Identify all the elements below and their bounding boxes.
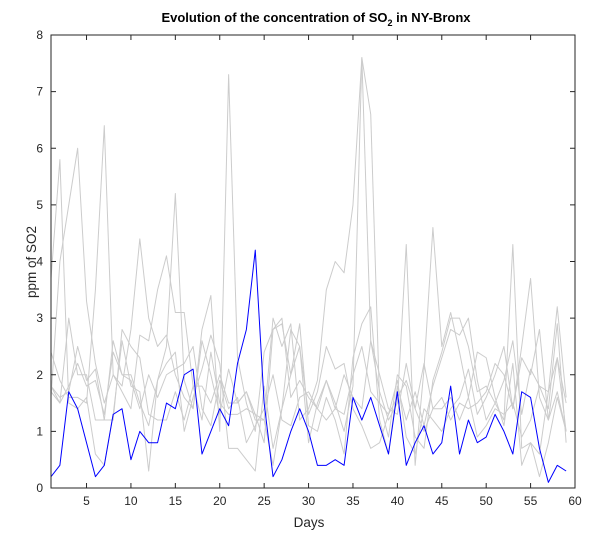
y-tick-label: 6 [36, 141, 43, 155]
series-line-3 [50, 57, 567, 466]
y-tick-label: 1 [36, 424, 43, 438]
y-tick-label: 0 [36, 481, 43, 495]
plot-frame [50, 34, 576, 489]
series-layer [50, 57, 567, 483]
y-tick-label: 5 [36, 198, 43, 212]
series-line-4 [50, 277, 567, 472]
x-tick-label: 60 [568, 494, 582, 508]
y-tick-label: 8 [36, 28, 43, 42]
series-line-1 [50, 57, 567, 478]
series-line-6 [50, 323, 567, 444]
x-tick-label: 25 [257, 494, 271, 508]
y-tick-label: 4 [36, 255, 43, 269]
y-tick-label: 2 [36, 368, 43, 382]
x-tick-label: 40 [391, 494, 405, 508]
series-line-5 [50, 306, 567, 455]
x-tick-label: 45 [435, 494, 449, 508]
chart-title: Evolution of the concentration of SO2 in… [161, 10, 471, 28]
x-tick-label: 20 [213, 494, 227, 508]
y-tick-label: 3 [36, 311, 43, 325]
x-tick-label: 15 [169, 494, 183, 508]
x-tick-label: 50 [480, 494, 494, 508]
x-tick-label: 30 [302, 494, 316, 508]
x-tick-label: 55 [524, 494, 538, 508]
series-line-2 [50, 147, 567, 466]
x-axis-label: Days [294, 515, 325, 530]
y-tick-label: 7 [36, 85, 43, 99]
series-line-7 [50, 249, 567, 483]
x-tick-label: 10 [124, 494, 138, 508]
x-tick-label: 35 [346, 494, 360, 508]
y-axis-label: ppm of SO2 [24, 226, 39, 298]
x-tick-label: 5 [83, 494, 90, 508]
